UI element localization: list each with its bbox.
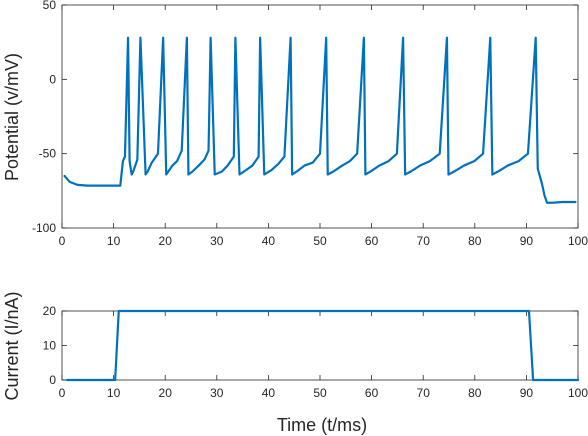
potential-ytick-label: -100: [32, 221, 56, 235]
current-xtick-label: 80: [468, 386, 482, 400]
potential-ytick-label: -50: [39, 147, 57, 161]
potential-xtick-label: 70: [417, 234, 431, 248]
current-axes-box: [61, 310, 579, 381]
potential-panel: Potential (v/mV) 0 10 20 30 40 50 60 70 80 90 100 5…: [2, 0, 588, 248]
current-xtick-label: 40: [262, 386, 276, 400]
current-xtick-label: 10: [107, 386, 121, 400]
potential-trace: [63, 36, 577, 204]
current-xtick-label: 50: [313, 386, 327, 400]
potential-xtick-label: 0: [59, 234, 66, 248]
potential-ylabel: Potential (v/mV): [2, 53, 22, 181]
current-ytick-label: 20: [43, 304, 57, 318]
potential-xtick-label: 10: [107, 234, 121, 248]
current-ytick-label: 10: [43, 339, 57, 353]
current-xtick-label: 0: [59, 386, 66, 400]
time-xlabel: Time (t/ms): [277, 415, 367, 435]
current-ytick-label: 0: [49, 373, 56, 387]
potential-xtick-label: 30: [210, 234, 224, 248]
current-xtick-label: 100: [568, 386, 588, 400]
current-panel: Current (I/nA) Time (t/ms) 0 10 20 30 40 50 60…: [2, 291, 588, 435]
potential-xtick-label: 80: [468, 234, 482, 248]
current-xtick-label: 70: [417, 386, 431, 400]
current-xtick-label: 30: [210, 386, 224, 400]
potential-ytick-label: 50: [43, 0, 57, 12]
potential-xtick-label: 40: [262, 234, 276, 248]
potential-xtick-label: 100: [568, 234, 588, 248]
potential-xtick-label: 50: [313, 234, 327, 248]
current-ylabel: Current (I/nA): [2, 291, 22, 400]
potential-xtick-label: 90: [520, 234, 534, 248]
potential-xtick-label: 20: [159, 234, 173, 248]
current-xtick-label: 90: [520, 386, 534, 400]
current-trace: [66, 309, 580, 382]
potential-ytick-label: 0: [49, 72, 56, 86]
current-xtick-label: 20: [159, 386, 173, 400]
potential-xtick-label: 60: [365, 234, 379, 248]
current-xtick-label: 60: [365, 386, 379, 400]
